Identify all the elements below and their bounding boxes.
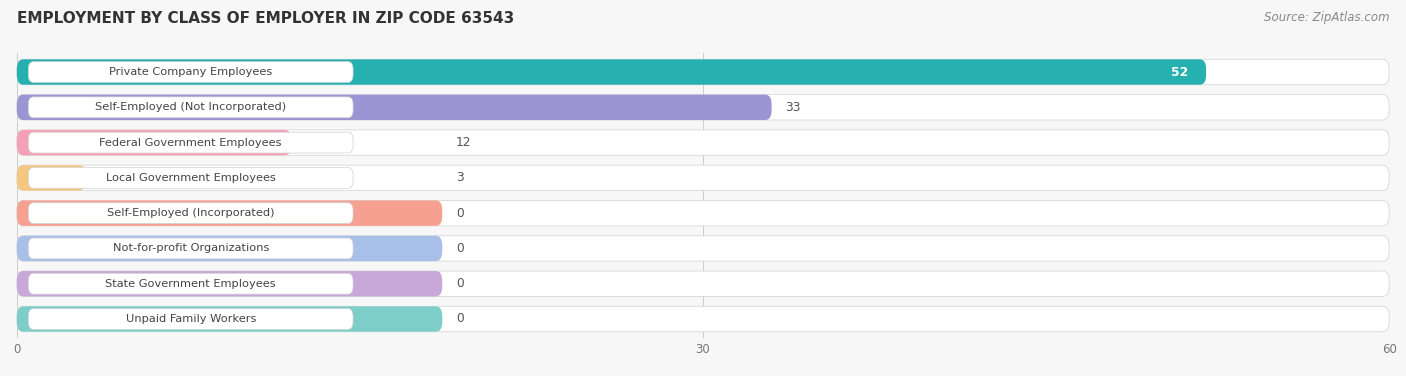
Text: State Government Employees: State Government Employees: [105, 279, 276, 289]
FancyBboxPatch shape: [17, 59, 1206, 85]
FancyBboxPatch shape: [17, 130, 1389, 155]
Text: Unpaid Family Workers: Unpaid Family Workers: [125, 314, 256, 324]
Text: 12: 12: [456, 136, 471, 149]
FancyBboxPatch shape: [28, 62, 353, 82]
FancyBboxPatch shape: [17, 200, 443, 226]
FancyBboxPatch shape: [17, 165, 86, 191]
Text: Source: ZipAtlas.com: Source: ZipAtlas.com: [1264, 11, 1389, 24]
FancyBboxPatch shape: [17, 236, 1389, 261]
FancyBboxPatch shape: [17, 236, 443, 261]
FancyBboxPatch shape: [17, 306, 1389, 332]
Text: 0: 0: [456, 312, 464, 326]
FancyBboxPatch shape: [28, 238, 353, 259]
FancyBboxPatch shape: [17, 271, 443, 296]
Text: Local Government Employees: Local Government Employees: [105, 173, 276, 183]
FancyBboxPatch shape: [17, 306, 443, 332]
FancyBboxPatch shape: [17, 95, 1389, 120]
FancyBboxPatch shape: [17, 165, 1389, 191]
FancyBboxPatch shape: [17, 271, 1389, 296]
FancyBboxPatch shape: [17, 59, 1389, 85]
FancyBboxPatch shape: [28, 309, 353, 329]
FancyBboxPatch shape: [28, 203, 353, 224]
FancyBboxPatch shape: [28, 273, 353, 294]
Text: Private Company Employees: Private Company Employees: [110, 67, 273, 77]
Text: 0: 0: [456, 242, 464, 255]
FancyBboxPatch shape: [17, 200, 1389, 226]
FancyBboxPatch shape: [17, 95, 772, 120]
Text: 33: 33: [786, 101, 801, 114]
Text: 3: 3: [456, 171, 464, 184]
Text: 0: 0: [456, 207, 464, 220]
Text: Self-Employed (Incorporated): Self-Employed (Incorporated): [107, 208, 274, 218]
FancyBboxPatch shape: [28, 167, 353, 188]
Text: Not-for-profit Organizations: Not-for-profit Organizations: [112, 243, 269, 253]
FancyBboxPatch shape: [17, 130, 291, 155]
FancyBboxPatch shape: [28, 132, 353, 153]
FancyBboxPatch shape: [28, 97, 353, 118]
Text: Federal Government Employees: Federal Government Employees: [100, 138, 283, 148]
Text: EMPLOYMENT BY CLASS OF EMPLOYER IN ZIP CODE 63543: EMPLOYMENT BY CLASS OF EMPLOYER IN ZIP C…: [17, 11, 515, 26]
Text: Self-Employed (Not Incorporated): Self-Employed (Not Incorporated): [96, 102, 287, 112]
Text: 52: 52: [1171, 65, 1188, 79]
Text: 0: 0: [456, 277, 464, 290]
